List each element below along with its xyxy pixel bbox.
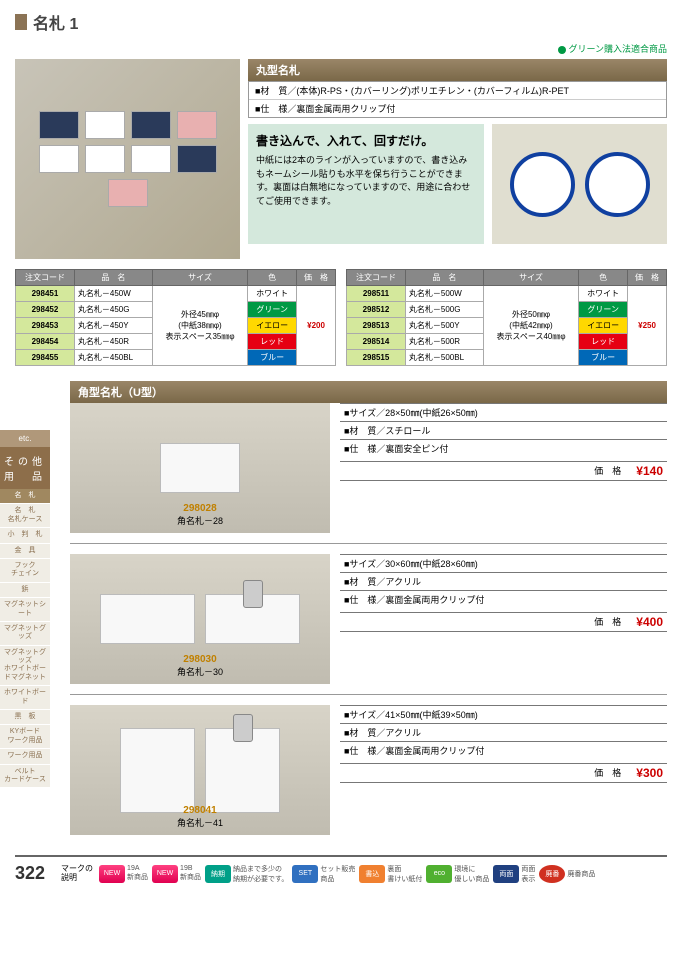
sidebar-item[interactable]: 鋲 [0, 583, 50, 598]
utype-specs: ■サイズ／41×50㎜(中紙39×50㎜)■材 質／アクリル■仕 様／裏面金属両… [340, 705, 667, 835]
page-number: 322 [15, 863, 45, 884]
footer-badge-text: 両面表示 [521, 864, 535, 884]
footer-badge-text: 環境に優しい商品 [454, 864, 489, 884]
round-section-header: 丸型名札 [248, 59, 667, 81]
sidebar-item[interactable]: 金 具 [0, 544, 50, 559]
category-sidebar: etc. その他用 品 名 札名 札名札ケース小 判 札金 具フックチェイン鋲マ… [0, 430, 50, 788]
footer-badge-icon: 書込 [359, 865, 385, 883]
footer-badge-text: 19B新商品 [180, 865, 201, 882]
sidebar-item[interactable]: KYボードワーク用品 [0, 725, 50, 749]
product-code: 298030 [177, 654, 223, 665]
sidebar-main: その他用 品 [0, 447, 50, 489]
sidebar-item[interactable]: ベルトカードケース [0, 765, 50, 789]
order-code: 298514 [347, 334, 406, 350]
utype-product-image: 298030角名札－30 [70, 554, 330, 684]
order-code: 298513 [347, 318, 406, 334]
order-code: 298453 [16, 318, 75, 334]
footer-mark-label: マークの説明 [61, 865, 93, 883]
sidebar-item[interactable]: ホワイトボード [0, 686, 50, 710]
price: ¥400 [636, 615, 663, 629]
footer-badge-icon: NEW [99, 865, 125, 883]
price: ¥140 [636, 464, 663, 478]
utype-product-image: 298028角名札－28 [70, 403, 330, 533]
footer-badge-icon: 納期 [205, 865, 231, 883]
footer-badge-icon: 廃番 [539, 865, 565, 883]
order-code: 298455 [16, 350, 75, 366]
page-title: 名札 1 [33, 10, 78, 34]
footer-badge-icon: eco [426, 865, 452, 883]
table-500-series: 注文コード品 名サイズ色価 格298511丸名札－500W外径50㎜φ (中紙4… [346, 269, 667, 366]
sidebar-etc: etc. [0, 430, 50, 447]
footer-badge-icon: 両面 [493, 865, 519, 883]
footer-badge-icon: SET [292, 865, 318, 883]
round-description: 書き込んで、入れて、回すだけ。 中紙には2本のラインが入っていますので、書き込み… [248, 124, 484, 244]
product-code: 298028 [177, 503, 223, 514]
page-footer: 322 マークの説明 NEW19A新商品NEW19B新商品納期納品まで多少の納期… [15, 855, 667, 884]
table-450-series: 注文コード品 名サイズ色価 格298451丸名札－450W外径45㎜φ (中紙3… [15, 269, 336, 366]
sidebar-item[interactable]: 名 札 [0, 489, 50, 504]
round-specs: ■材 質／(本体)R-PS・(カバーリング)ポリエチレン・(カバーフィルム)R-… [248, 81, 667, 118]
order-code: 298451 [16, 286, 75, 302]
footer-badge-text: 納品まで多少の納期が必要です。 [233, 864, 288, 884]
sidebar-item[interactable]: マグネットシート [0, 598, 50, 622]
order-code: 298515 [347, 350, 406, 366]
utype-product-image: 298041角名札－41 [70, 705, 330, 835]
utype-product-row: 298041角名札－41 ■サイズ／41×50㎜(中紙39×50㎜)■材 質／ア… [70, 705, 667, 835]
utype-product-row: 298030角名札－30 ■サイズ／30×60㎜(中紙28×60㎜)■材 質／ア… [70, 554, 667, 684]
footer-badge-icon: NEW [152, 865, 178, 883]
sidebar-item[interactable]: 黒 板 [0, 710, 50, 725]
round-tables: 注文コード品 名サイズ色価 格298451丸名札－450W外径45㎜φ (中紙3… [15, 269, 667, 366]
footer-badge-text: セット販売商品 [320, 864, 355, 884]
green-compliance-note: グリーン購入法適合商品 [15, 42, 667, 55]
order-code: 298512 [347, 302, 406, 318]
order-code: 298452 [16, 302, 75, 318]
order-code: 298511 [347, 286, 406, 302]
sidebar-item[interactable]: マグネットグッズ [0, 622, 50, 646]
footer-badge-text: 裏面書けい紙付 [387, 864, 422, 884]
utype-specs: ■サイズ／28×50㎜(中紙26×50㎜)■材 質／スチロール■仕 様／裏面安全… [340, 403, 667, 533]
product-code: 298041 [177, 805, 223, 816]
order-code: 298454 [16, 334, 75, 350]
footer-badge-text: 廃番商品 [567, 869, 595, 879]
sidebar-item[interactable]: 名 札名札ケース [0, 504, 50, 528]
sidebar-item[interactable]: 小 判 札 [0, 528, 50, 543]
hero-product-image [15, 59, 240, 259]
utype-section-header: 角型名札（U型） [70, 381, 667, 403]
utype-product-row: 298028角名札－28 ■サイズ／28×50㎜(中紙26×50㎜)■材 質／ス… [70, 403, 667, 533]
sidebar-item[interactable]: ワーク用品 [0, 749, 50, 764]
round-badge-photo [492, 124, 667, 244]
footer-badge-text: 19A新商品 [127, 865, 148, 882]
price: ¥300 [636, 766, 663, 780]
utype-specs: ■サイズ／30×60㎜(中紙28×60㎜)■材 質／アクリル■仕 様／裏面金属両… [340, 554, 667, 684]
title-decoration [15, 14, 27, 30]
sidebar-item[interactable]: フックチェイン [0, 559, 50, 583]
sidebar-item[interactable]: マグネットグッズホワイトボードマグネット [0, 646, 50, 687]
